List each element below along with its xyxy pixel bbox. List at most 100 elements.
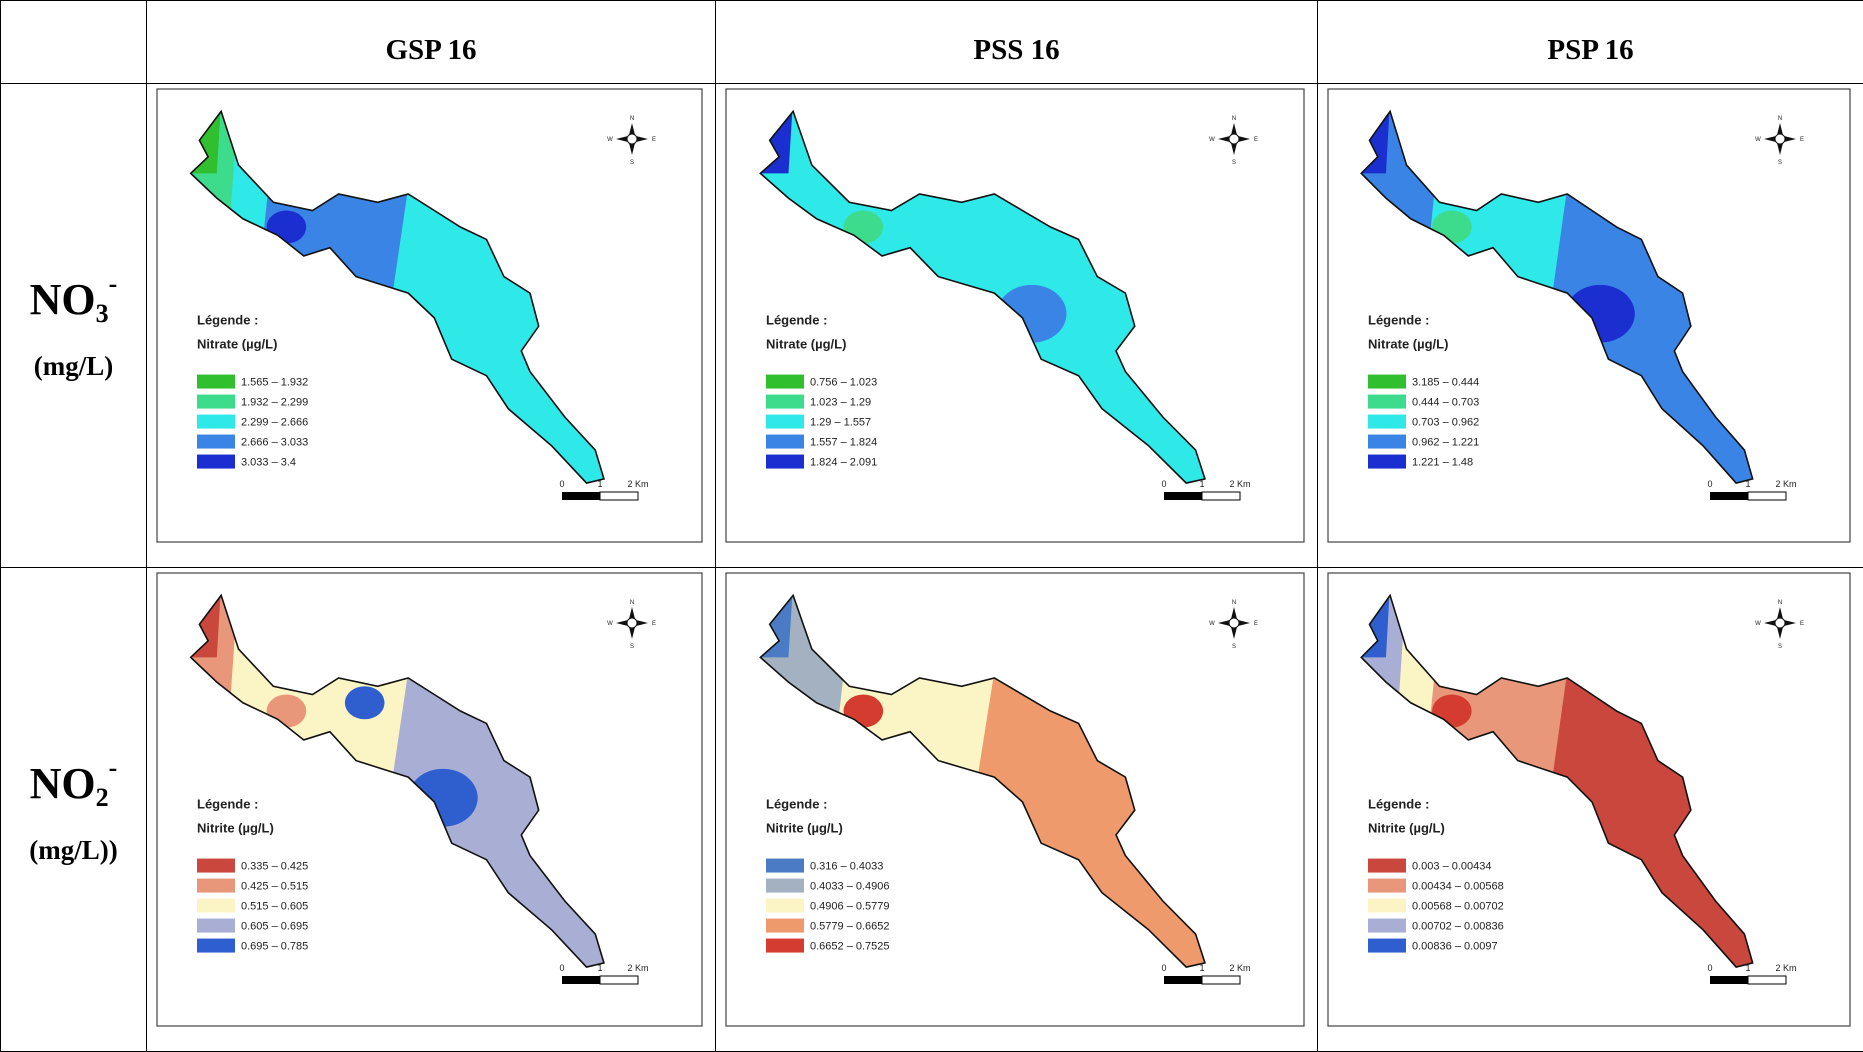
scale-bar-segment	[1202, 492, 1240, 500]
legend-swatch	[197, 415, 235, 429]
legend-class-label: 0.425 – 0.515	[241, 881, 308, 893]
legend-parameter: Nitrate (µg/L)	[197, 337, 277, 352]
column-header-label: GSP 16	[385, 34, 476, 67]
legend-class-label: 1.023 – 1.29	[810, 397, 871, 409]
legend-class-label: 1.565 – 1.932	[241, 377, 308, 389]
scale-bar-label: 2 Km	[1229, 479, 1250, 489]
legend-swatch	[1368, 859, 1406, 873]
legend-swatch	[766, 415, 804, 429]
compass-east-label: E	[652, 621, 656, 627]
legend-title: Légende :	[197, 797, 258, 812]
corner-cell	[1, 1, 147, 84]
legend-class-label: 1.932 – 2.299	[241, 397, 308, 409]
column-header-gsp16: GSP 16	[147, 1, 716, 84]
legend-class-label: 2.299 – 2.666	[241, 417, 308, 429]
legend-class-label: 0.00568 – 0.00702	[1412, 901, 1504, 913]
legend-class-label: 0.4033 – 0.4906	[810, 881, 890, 893]
parameter-unit: (mg/L)	[1, 351, 146, 382]
legend-swatch	[197, 899, 235, 913]
legend-class-label: 0.515 – 0.605	[241, 901, 308, 913]
legend-class-label: 0.4906 – 0.5779	[810, 901, 890, 913]
scale-bar-segment	[1710, 976, 1748, 984]
legend-class-label: 0.00836 – 0.0097	[1412, 941, 1498, 953]
compass-west-label: W	[1209, 621, 1215, 627]
scale-bar-label: 1	[1745, 963, 1750, 973]
legend-swatch	[766, 859, 804, 873]
scale-bar-segment	[1748, 976, 1786, 984]
scale-bar-label: 2 Km	[627, 963, 648, 973]
legend-swatch	[766, 899, 804, 913]
scale-bar-label: 0	[559, 963, 564, 973]
scale-bar-label: 2 Km	[1775, 963, 1796, 973]
compass-west-label: W	[1209, 137, 1215, 143]
legend-swatch	[197, 375, 235, 389]
scale-bar-label: 1	[597, 479, 602, 489]
legend-class-label: 0.00702 – 0.00836	[1412, 921, 1504, 933]
compass-west-label: W	[607, 137, 613, 143]
scale-bar-segment	[562, 976, 600, 984]
legend-class-label: 2.666 – 3.033	[241, 437, 308, 449]
compass-east-label: E	[1800, 621, 1804, 627]
legend-parameter: Nitrite (µg/L)	[1368, 821, 1445, 836]
legend-class-label: 0.962 – 1.221	[1412, 437, 1479, 449]
legend-swatch	[766, 455, 804, 469]
concentration-spot	[345, 686, 385, 719]
compass-south-label: S	[630, 644, 634, 650]
row-label-nitrate: NO3- (mg/L)	[1, 84, 147, 568]
legend-class-label: 0.695 – 0.785	[241, 941, 308, 953]
legend-parameter: Nitrite (µg/L)	[766, 821, 843, 836]
legend-title: Légende :	[1368, 797, 1429, 812]
legend-swatch	[1368, 395, 1406, 409]
legend-title: Légende :	[197, 313, 258, 328]
legend-swatch	[766, 879, 804, 893]
legend-class-label: 1.824 – 2.091	[810, 457, 877, 469]
scale-bar-segment	[562, 492, 600, 500]
legend-class-label: 1.557 – 1.824	[810, 437, 877, 449]
legend-swatch	[1368, 435, 1406, 449]
legend-swatch	[197, 455, 235, 469]
legend-parameter: Nitrate (µg/L)	[1368, 337, 1448, 352]
legend-parameter: Nitrite (µg/L)	[197, 821, 274, 836]
scale-bar-label: 1	[1745, 479, 1750, 489]
legend-swatch	[766, 939, 804, 953]
legend-class-label: 0.703 – 0.962	[1412, 417, 1479, 429]
legend-swatch	[197, 939, 235, 953]
compass-south-label: S	[1232, 644, 1236, 650]
scale-bar-label: 2 Km	[1775, 479, 1796, 489]
compass-north-label: N	[630, 116, 634, 122]
legend-class-label: 3.185 – 0.444	[1412, 377, 1479, 389]
compass-south-label: S	[1778, 644, 1782, 650]
legend-swatch	[1368, 455, 1406, 469]
scale-bar-label: 0	[1161, 479, 1166, 489]
legend-class-label: 0.00434 – 0.00568	[1412, 881, 1504, 893]
scale-bar-label: 0	[1707, 479, 1712, 489]
legend-swatch	[197, 395, 235, 409]
scale-bar-label: 2 Km	[1229, 963, 1250, 973]
compass-east-label: E	[1254, 137, 1258, 143]
scale-bar-segment	[1202, 976, 1240, 984]
legend-swatch	[1368, 879, 1406, 893]
scale-bar-label: 0	[1161, 963, 1166, 973]
legend-class-label: 1.221 – 1.48	[1412, 457, 1473, 469]
legend-swatch	[197, 859, 235, 873]
legend-swatch	[1368, 899, 1406, 913]
compass-south-label: S	[1232, 160, 1236, 166]
legend-swatch	[1368, 415, 1406, 429]
scale-bar-label: 1	[1199, 963, 1204, 973]
compass-west-label: W	[607, 621, 613, 627]
parameter-formula: NO3-	[1, 269, 146, 329]
legend-title: Légende :	[766, 797, 827, 812]
column-header-pss16: PSS 16	[716, 1, 1318, 84]
legend-swatch	[1368, 919, 1406, 933]
compass-east-label: E	[652, 137, 656, 143]
